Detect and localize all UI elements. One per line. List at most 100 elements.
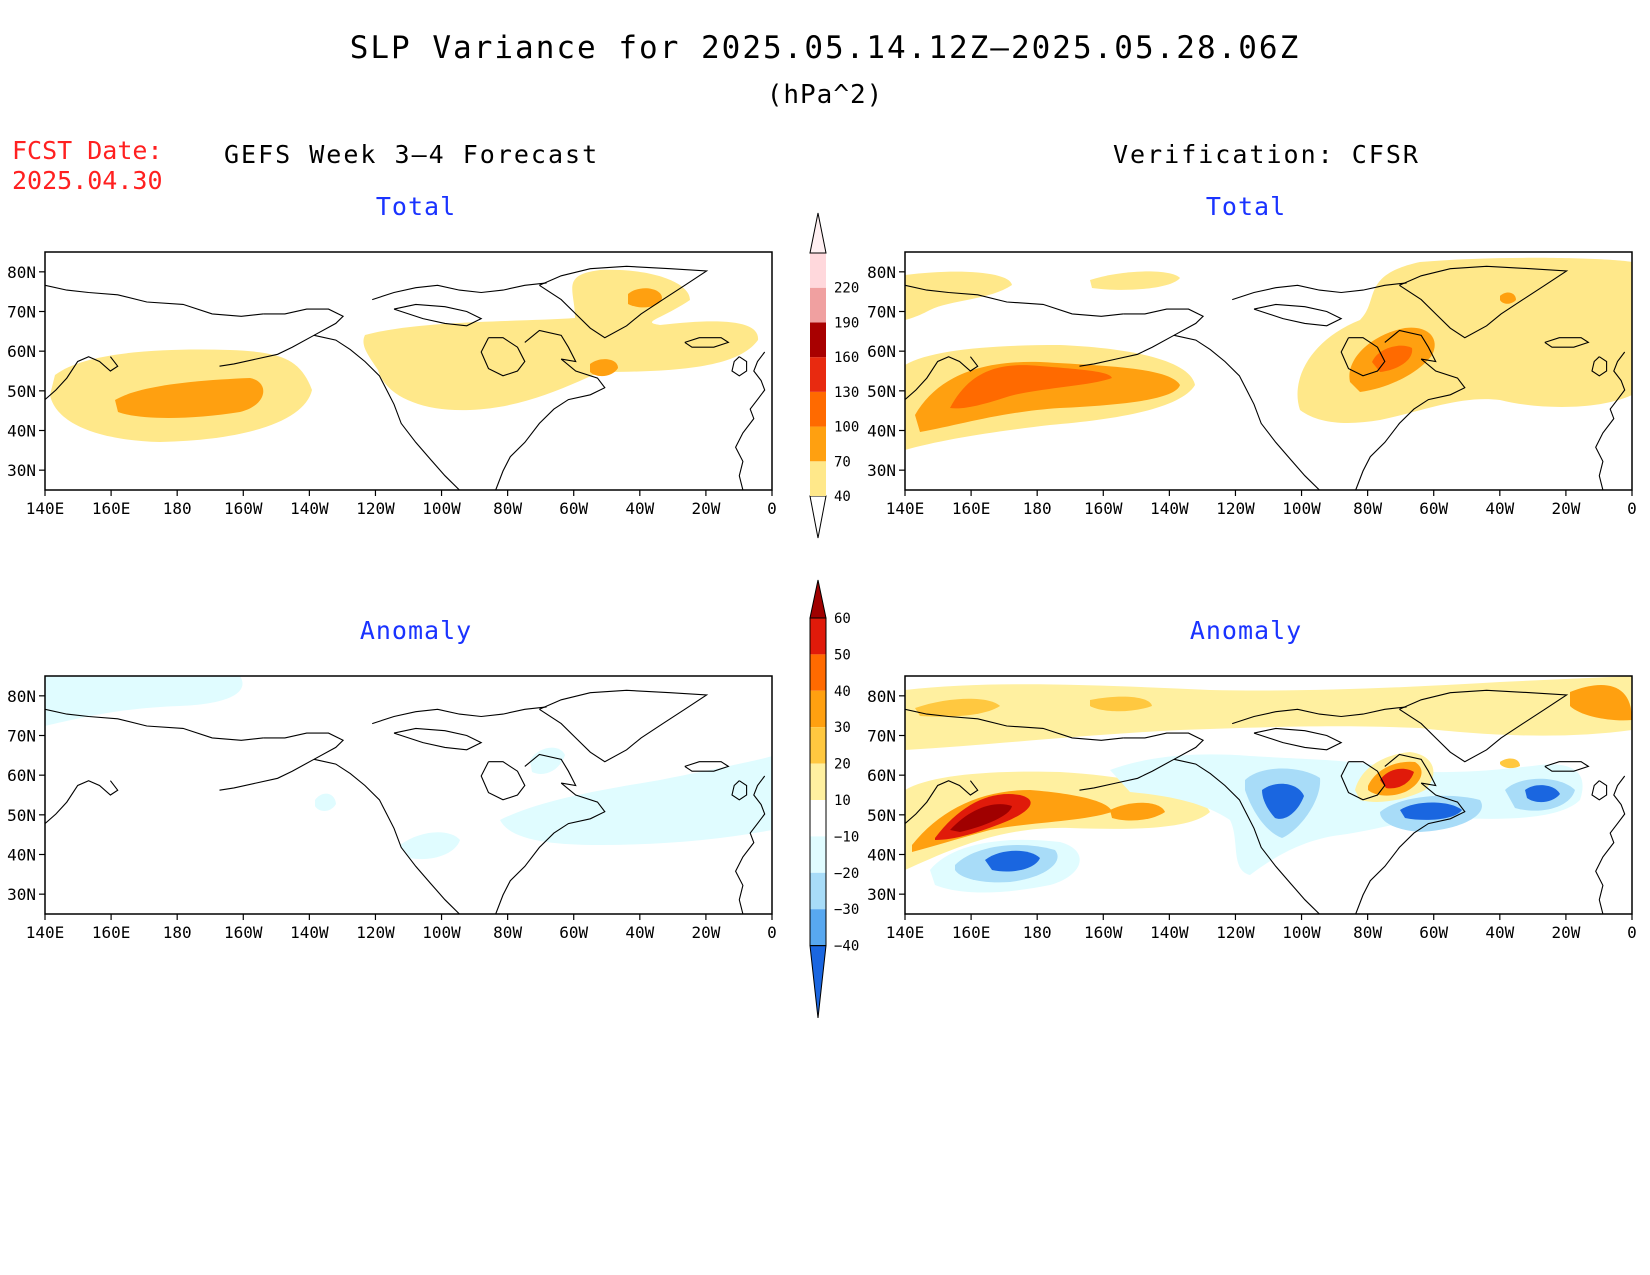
colorbar-anomaly-swatch: [810, 727, 826, 764]
lon-label: 40W: [1485, 499, 1514, 518]
map-axes: 30N 40N 50N 60N 70N 80N 140E 160E 180 160W 140W 120…: [7, 263, 1637, 942]
lon-label: 180: [1023, 923, 1052, 942]
lon-label: 80W: [493, 499, 522, 518]
lon-label: 40W: [625, 923, 654, 942]
lon-label: 20W: [1551, 923, 1580, 942]
lat-label: 30N: [867, 885, 896, 904]
colorbar-total-label: 130: [834, 385, 859, 401]
colorbar-total-high-arrow: [809, 212, 827, 254]
colorbar-anomaly-label: 40: [834, 684, 851, 700]
lon-label: 140E: [886, 923, 925, 942]
lon-label: 140W: [1150, 923, 1189, 942]
colorbar-anomaly-label: −30: [834, 902, 859, 918]
colorbar-total-swatch: [810, 461, 826, 496]
left-column-title: GEFS Week 3–4 Forecast: [224, 140, 600, 169]
colorbar-total-label: 70: [834, 454, 851, 470]
lon-label: 100W: [422, 923, 461, 942]
colorbar-anomaly-frame: [809, 617, 827, 947]
contour-100-north-pacific: [950, 365, 1112, 409]
coastline-segment: [393, 303, 483, 327]
coastline-segment: [905, 356, 979, 401]
lon-label: 120W: [1216, 923, 1255, 942]
coastline-segment: [905, 708, 1124, 741]
colorbar-anomaly-label: 60: [834, 611, 851, 627]
contour-40-arctic-mid: [1090, 271, 1180, 290]
lat-label: 60N: [7, 342, 36, 361]
lat-label: 30N: [7, 885, 36, 904]
colorbar-anomaly-label: 20: [834, 757, 851, 773]
coastline-segment: [734, 775, 766, 914]
colorbar-anomaly-label: −20: [834, 866, 859, 882]
coastline-segment: [1079, 732, 1205, 791]
contour-70-greenland-east: [628, 288, 662, 308]
lon-label: 100W: [1282, 499, 1321, 518]
colorbar-anomaly-swatch: [810, 836, 826, 873]
lon-label: 0: [1627, 923, 1637, 942]
forecast-date-value: 2025.04.30: [12, 166, 163, 195]
lat-label: 40N: [7, 422, 36, 441]
axes-panel-3: 30N 40N 50N 60N 70N 80N 140E 160E 180 160W 140W 120…: [7, 687, 777, 942]
contour-neg30-canada: [1262, 783, 1304, 819]
forecast-anomaly-subtitle: Anomaly: [359, 616, 473, 645]
lat-label: 70N: [867, 303, 896, 322]
lon-label: 60W: [1419, 923, 1448, 942]
lon-label: 140W: [290, 923, 329, 942]
contour-neg30-central-pacific: [985, 850, 1040, 872]
lon-label: 80W: [493, 923, 522, 942]
lat-label: 60N: [867, 766, 896, 785]
lat-label: 40N: [867, 422, 896, 441]
lon-label: 160E: [952, 923, 991, 942]
lon-label: 100W: [1282, 923, 1321, 942]
lon-label: 180: [163, 499, 192, 518]
colorbar-total-swatch: [810, 357, 826, 392]
coastline-segment: [372, 282, 547, 301]
lon-label: 140W: [290, 499, 329, 518]
coastline-panel-3: [45, 689, 766, 914]
colorbar-anomaly-swatch: [810, 654, 826, 691]
lon-label: 20W: [691, 499, 720, 518]
lon-label: 160W: [1084, 923, 1123, 942]
coastline-segment: [495, 358, 606, 490]
lon-label: 60W: [559, 923, 588, 942]
colorbars: 40 70 100 130 160 190 220 60 50 40 30 20 10 −10 −20 −30…: [809, 212, 859, 1019]
lat-label: 70N: [7, 727, 36, 746]
lon-label: 80W: [1353, 923, 1382, 942]
contour-30-gulf-alaska: [1110, 802, 1165, 821]
lon-label: 120W: [1216, 499, 1255, 518]
colorbar-anomaly: 60 50 40 30 20 10 −10 −20 −30 −40: [809, 579, 859, 1019]
lon-label: 180: [1023, 499, 1052, 518]
coastline-segment: [480, 337, 526, 377]
lat-label: 40N: [867, 846, 896, 865]
contour-70-north-pacific: [115, 378, 264, 418]
colorbar-total-label: 160: [834, 350, 859, 366]
coastline-segment: [1544, 337, 1590, 348]
coastline-segment: [524, 329, 577, 363]
lat-label: 40N: [7, 846, 36, 865]
colorbar-total-swatch: [810, 287, 826, 323]
coastline-segment: [495, 782, 606, 914]
coastline-segment: [1544, 761, 1590, 772]
colorbar-anomaly-swatch: [810, 690, 826, 728]
lon-label: 160E: [92, 923, 131, 942]
contour-neg30-mid-atlantic: [1525, 785, 1560, 803]
lon-label: 100W: [422, 499, 461, 518]
colorbar-total-label: 40: [834, 489, 851, 505]
lat-label: 80N: [7, 687, 36, 706]
coastline-segment: [45, 284, 264, 317]
coastline-panel-1: [45, 265, 766, 490]
coastline-segment: [313, 758, 460, 914]
coastline-segment: [1173, 758, 1320, 914]
contour-20-arctic-west: [915, 698, 1000, 717]
lon-label: 40W: [1485, 923, 1514, 942]
contour-50-labrador: [1380, 768, 1414, 789]
lon-label: 60W: [1419, 499, 1448, 518]
coastline-segment: [684, 337, 730, 348]
coastline-segment: [1232, 282, 1407, 301]
axes-panel-4: 30N 40N 50N 60N 70N 80N 140E 160E 180 160W 140W 120…: [867, 687, 1637, 942]
lat-label: 80N: [867, 263, 896, 282]
lon-label: 160E: [952, 499, 991, 518]
coastline-segment: [905, 780, 979, 825]
colorbar-anomaly-label: 50: [834, 647, 851, 663]
map-panel-verification-anomaly: [904, 675, 1633, 915]
forecast-date-label: FCST Date:: [12, 136, 163, 165]
